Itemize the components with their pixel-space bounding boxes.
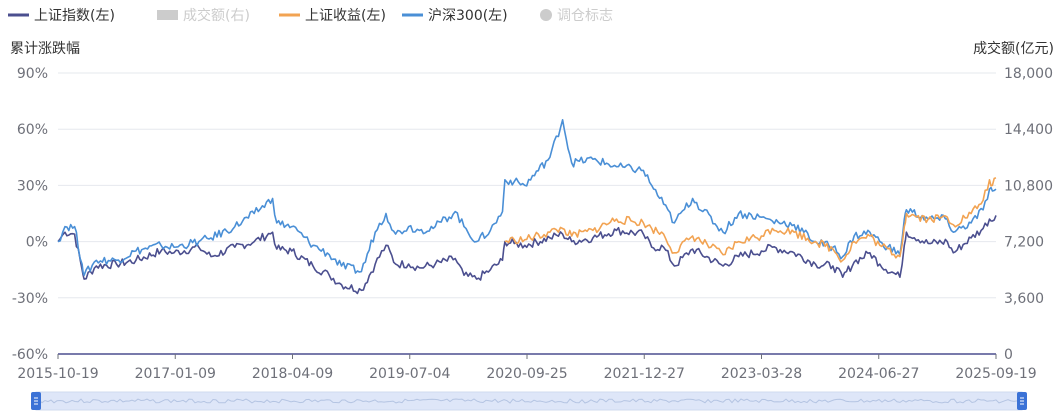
series-line-0 <box>57 215 997 295</box>
grid-lines <box>58 72 996 355</box>
legend-rect-marker <box>157 10 178 20</box>
data-zoom-selection[interactable] <box>36 392 1022 410</box>
data-zoom-preview-line <box>35 398 1021 404</box>
legend-label: 成交额(右) <box>183 7 250 24</box>
x-tick-label: 2024-06-27 <box>838 366 919 382</box>
legend-item-1[interactable]: 成交额(右) <box>157 7 250 24</box>
y-right-tick-label: 14,400 <box>1004 122 1053 138</box>
y-left-tick-label: -30% <box>12 291 48 307</box>
legend-label: 上证收益(左) <box>305 8 386 24</box>
x-tick-label: 2019-07-04 <box>369 366 450 382</box>
y-left-axis: 90% 60% 30% 0% -30% -60% <box>12 66 48 363</box>
x-tick-label: 2025-09-19 <box>955 366 1036 382</box>
y-right-tick-label: 18,000 <box>1004 66 1053 82</box>
data-zoom-slider[interactable] <box>31 391 1027 411</box>
y-right-tick-label: 10,800 <box>1004 178 1053 194</box>
y-left-tick-label: 60% <box>17 122 48 138</box>
series-line-1 <box>57 119 997 277</box>
data-zoom-left-handle[interactable] <box>31 392 41 410</box>
x-tick-label: 2018-04-09 <box>252 366 333 382</box>
legend-label: 调仓标志 <box>557 8 613 24</box>
y-left-tick-label: 0% <box>26 235 48 251</box>
legend-item-2[interactable]: 上证收益(左) <box>279 8 386 24</box>
y-right-axis: 18,000 14,400 10,800 7,200 3,600 0 <box>1004 66 1053 363</box>
y-left-tick-label: -60% <box>12 347 48 363</box>
x-axis: 2015-10-19 2017-01-09 2018-04-09 2019-07-04… <box>17 354 1037 382</box>
x-tick-label: 2021-12-27 <box>604 366 685 382</box>
y-left-tick-label: 90% <box>17 66 48 82</box>
y-right-axis-title: 成交额(亿元) <box>973 40 1054 57</box>
legend-item-0[interactable]: 上证指数(左) <box>8 8 115 24</box>
legend-item-3[interactable]: 沪深300(左) <box>402 8 508 24</box>
series-lines <box>57 119 997 295</box>
x-tick-label: 2020-09-25 <box>486 366 567 382</box>
legend-label: 上证指数(左) <box>34 8 115 24</box>
x-tick-label: 2023-03-28 <box>721 366 802 382</box>
data-zoom-right-handle[interactable] <box>1017 392 1027 410</box>
legend-label: 沪深300(左) <box>428 8 508 24</box>
y-left-axis-title: 累计涨跌幅 <box>10 41 80 57</box>
legend-circle-marker <box>540 9 552 21</box>
legend: 上证指数(左) 成交额(右) 上证收益(左) 沪深300(左) 调仓标志 <box>8 7 613 24</box>
y-right-tick-label: 0 <box>1004 347 1013 363</box>
y-left-tick-label: 30% <box>17 178 48 194</box>
legend-item-4[interactable]: 调仓标志 <box>540 8 613 24</box>
x-tick-label: 2015-10-19 <box>17 366 98 382</box>
x-tick-label: 2017-01-09 <box>135 366 216 382</box>
y-right-tick-label: 7,200 <box>1004 235 1044 251</box>
y-right-tick-label: 3,600 <box>1004 291 1044 307</box>
series-line-2 <box>504 177 997 263</box>
